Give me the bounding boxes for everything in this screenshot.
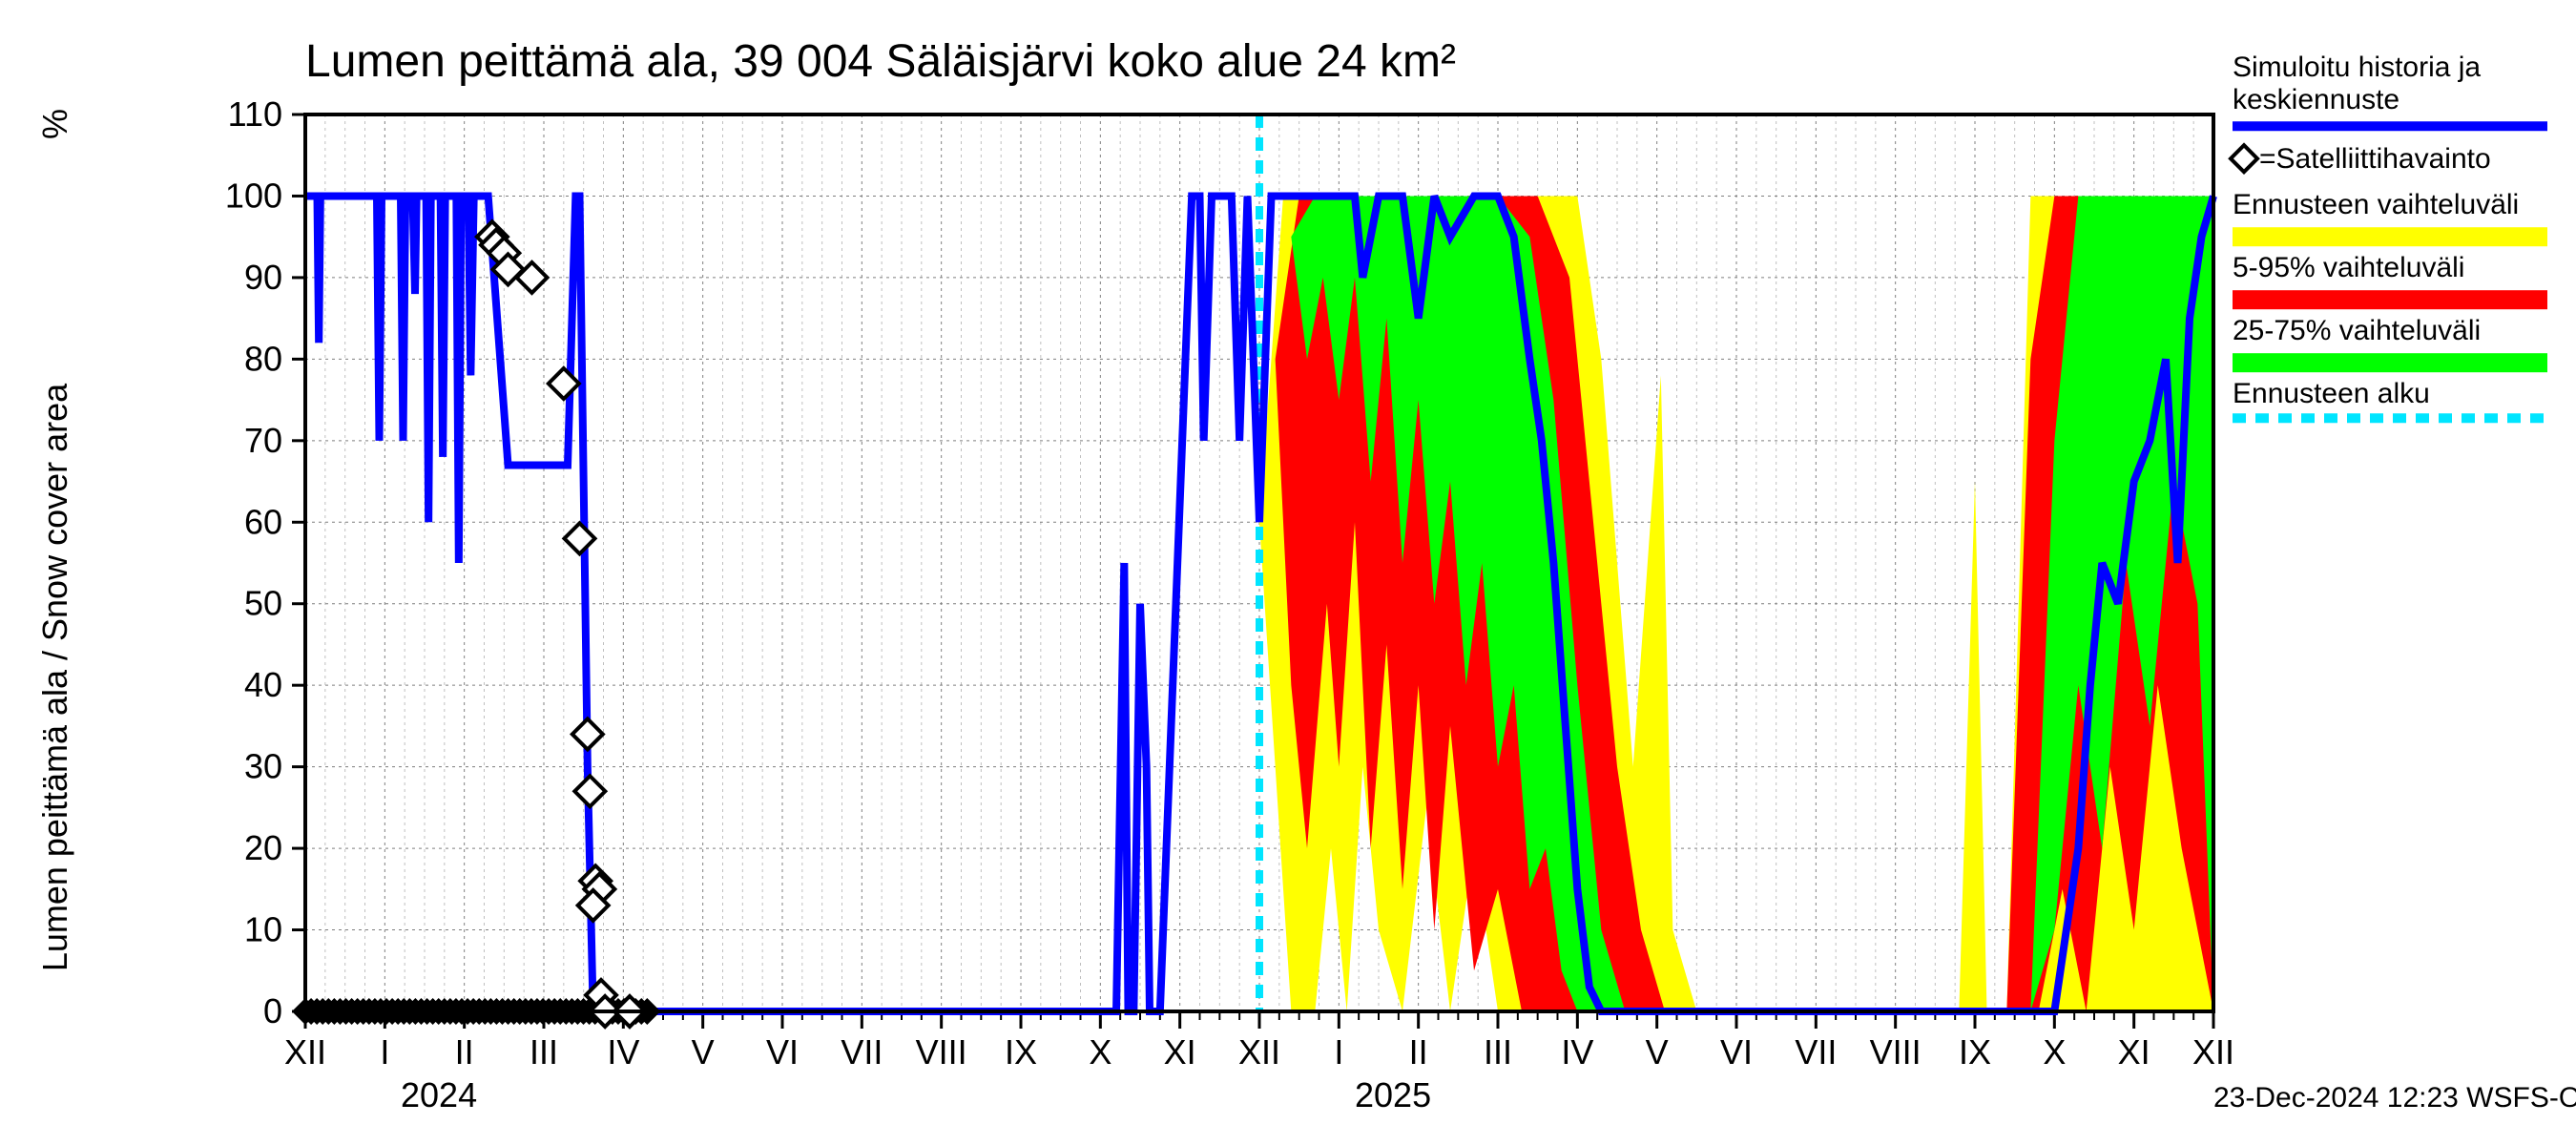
x-tick-label: I — [1334, 1032, 1343, 1072]
legend-sat: =Satelliittihavainto — [2259, 143, 2491, 175]
x-tick-label: XII — [2192, 1032, 2234, 1072]
y-tick-label: 20 — [244, 828, 282, 867]
x-year-label: 2024 — [401, 1075, 477, 1114]
y-axis-label: Lumen peittämä ala / Snow cover area — [35, 383, 74, 971]
legend-25-75: 25-75% vaihteluväli — [2233, 315, 2481, 346]
y-tick-label: 0 — [263, 991, 282, 1030]
y-tick-label: 60 — [244, 502, 282, 541]
y-tick-label: 110 — [228, 94, 282, 134]
x-tick-label: II — [455, 1032, 474, 1072]
x-tick-label: III — [530, 1032, 558, 1072]
y-tick-label: 10 — [244, 910, 282, 949]
legend-sim-l2: keskiennuste — [2233, 84, 2399, 115]
x-tick-label: VIII — [1870, 1032, 1922, 1072]
x-tick-label: IV — [607, 1032, 639, 1072]
x-tick-label: VIII — [916, 1032, 967, 1072]
chart-title: Lumen peittämä ala, 39 004 Säläisjärvi k… — [305, 36, 1456, 87]
x-tick-label: VII — [1795, 1032, 1837, 1072]
x-tick-label: IV — [1561, 1032, 1593, 1072]
x-tick-label: XI — [1164, 1032, 1196, 1072]
x-year-label: 2025 — [1355, 1075, 1431, 1114]
legend-start: Ennusteen alku — [2233, 378, 2430, 409]
x-tick-label: V — [1646, 1032, 1669, 1072]
x-tick-label: X — [1089, 1032, 1111, 1072]
y-tick-label: 70 — [244, 421, 282, 460]
x-tick-label: XII — [1238, 1032, 1280, 1072]
x-tick-label: VI — [766, 1032, 799, 1072]
y-tick-label: 90 — [244, 258, 282, 297]
x-tick-label: V — [692, 1032, 715, 1072]
x-tick-label: I — [380, 1032, 389, 1072]
x-tick-label: VII — [841, 1032, 883, 1072]
y-axis-unit: % — [35, 109, 74, 139]
legend-outer-swatch — [2233, 227, 2547, 246]
y-tick-label: 40 — [244, 665, 282, 704]
x-tick-label: XI — [2118, 1032, 2150, 1072]
legend-5-95: 5-95% vaihteluväli — [2233, 252, 2464, 283]
chart-svg: XIIIIIIIIIVVVIVIIVIIIIXXXIXIIIIIIIIIVVVI… — [0, 0, 2576, 1145]
x-tick-label: VI — [1720, 1032, 1753, 1072]
legend-5-95-swatch — [2233, 290, 2547, 309]
y-tick-label: 100 — [225, 176, 282, 215]
x-tick-label: IX — [1005, 1032, 1037, 1072]
chart-footer: 23-Dec-2024 12:23 WSFS-O — [2213, 1082, 2576, 1114]
x-tick-label: IX — [1959, 1032, 1991, 1072]
y-tick-label: 80 — [244, 339, 282, 378]
x-tick-label: II — [1409, 1032, 1428, 1072]
x-tick-label: XII — [284, 1032, 326, 1072]
y-tick-label: 30 — [244, 747, 282, 786]
y-tick-label: 50 — [244, 584, 282, 623]
x-tick-label: X — [2043, 1032, 2066, 1072]
x-tick-label: III — [1484, 1032, 1512, 1072]
legend-25-75-swatch — [2233, 353, 2547, 372]
legend-outer: Ennusteen vaihteluväli — [2233, 189, 2519, 220]
chart-container: XIIIIIIIIIVVVIVIIVIIIIXXXIXIIIIIIIIIVVVI… — [0, 0, 2576, 1145]
legend-sim-l1: Simuloitu historia ja — [2233, 52, 2481, 83]
